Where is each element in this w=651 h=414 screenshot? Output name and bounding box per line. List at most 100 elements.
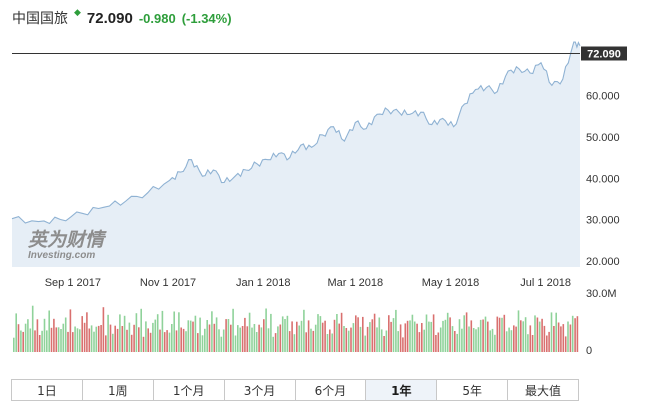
volume-bar: [489, 330, 491, 352]
volume-bar: [362, 316, 364, 352]
volume-bar: [185, 331, 187, 352]
volume-bar: [534, 315, 536, 352]
volume-bar: [145, 321, 147, 352]
volume-bar: [230, 324, 232, 352]
volume-bar: [355, 315, 357, 352]
volume-bar: [293, 334, 296, 352]
volume-bar: [510, 330, 513, 352]
volume-bar: [29, 328, 32, 352]
volume-bar: [189, 320, 192, 352]
date-x-axis: Sep 1 2017 Nov 1 2017 Jan 1 2018 Mar 1 2018…: [45, 277, 571, 289]
volume-bar: [508, 327, 510, 352]
volume-bar: [76, 328, 79, 352]
volume-bar: [22, 331, 24, 352]
volume-bar: [569, 324, 572, 352]
volume-bar: [331, 333, 333, 352]
volume-bar: [378, 317, 381, 352]
volume-bar: [491, 328, 494, 352]
volume-bar: [574, 318, 576, 352]
range-tab[interactable]: 1年: [366, 380, 438, 400]
volume-bar: [15, 313, 17, 352]
volume-bar: [369, 322, 371, 352]
volume-bar: [571, 315, 574, 352]
volume-bar: [272, 336, 274, 352]
volume-bar: [79, 329, 81, 352]
price-chart[interactable]: 英为财情 Investing.com 72.090 20.000 30.000 40…: [0, 0, 651, 378]
volume-bar: [305, 332, 307, 352]
volume-bar: [446, 312, 449, 352]
volume-bar: [461, 328, 463, 352]
volume-bar: [274, 333, 277, 352]
range-tab[interactable]: 最大值: [508, 380, 578, 400]
volume-bar: [399, 324, 402, 352]
volume-bar: [114, 325, 116, 352]
volume-bar: [538, 321, 541, 352]
volume-bar: [142, 336, 145, 352]
range-tab[interactable]: 6个月: [295, 380, 367, 400]
x-tick-label: Sep 1 2017: [45, 277, 101, 289]
volume-bar: [156, 314, 159, 352]
volume-bar: [430, 321, 432, 352]
volume-bar: [312, 330, 315, 352]
volume-bar: [319, 316, 322, 352]
volume-bar: [522, 321, 524, 352]
volume-bar: [395, 309, 397, 352]
volume-bar: [263, 319, 265, 352]
volume-bar: [97, 325, 100, 352]
volume-bar: [149, 332, 152, 352]
volume-bar: [503, 314, 506, 352]
volume-bar: [192, 321, 194, 352]
volume-bar: [321, 322, 324, 352]
volume-bar: [255, 332, 258, 352]
range-tab[interactable]: 1周: [82, 380, 154, 400]
volume-bar: [406, 320, 409, 352]
volume-bar: [496, 316, 499, 352]
range-tab[interactable]: 1个月: [153, 380, 225, 400]
volume-bar: [244, 317, 246, 352]
volume-bar: [81, 316, 83, 352]
volume-bar: [482, 319, 484, 352]
volume-bar: [270, 313, 272, 352]
volume-bar: [126, 329, 128, 352]
volume-bar: [444, 319, 447, 352]
volume-bar: [57, 327, 60, 352]
volume-bar: [67, 331, 69, 352]
volume-bar: [409, 320, 411, 352]
volume-bar: [385, 330, 388, 352]
volume-bar: [531, 335, 534, 352]
volume-bar: [121, 326, 124, 352]
volume-bar: [258, 324, 260, 352]
volume-bar: [548, 331, 550, 352]
volume-bar: [576, 316, 579, 352]
y-tick-label: 60.000: [586, 91, 620, 103]
volume-max-label: 30.0M: [586, 288, 617, 300]
volume-bar: [560, 326, 562, 352]
volume-bar: [527, 334, 529, 352]
volume-bar: [345, 328, 348, 352]
volume-bar: [206, 320, 208, 352]
volume-bar: [48, 310, 50, 352]
y-tick-label: 20.000: [586, 256, 620, 268]
volume-bar: [418, 332, 421, 352]
last-price: 72.090: [86, 9, 133, 27]
volume-bar: [411, 314, 414, 352]
volume-bar: [232, 308, 234, 352]
volume-bar: [472, 328, 475, 352]
volume-bar: [428, 321, 430, 352]
range-tab[interactable]: 1日: [12, 380, 83, 400]
range-tab[interactable]: 5年: [437, 380, 509, 400]
volume-bar: [392, 318, 395, 352]
x-tick-label: Jan 1 2018: [236, 277, 290, 289]
volume-bar: [102, 307, 105, 352]
price-change-percent: (-1.34%): [181, 10, 232, 26]
volume-bar: [468, 326, 470, 352]
volume-bar: [383, 336, 385, 352]
volume-bar: [437, 332, 440, 352]
volume-bar: [541, 318, 543, 352]
range-tab[interactable]: 3个月: [224, 380, 296, 400]
volume-bar: [119, 314, 121, 352]
y-tick-label: 50.000: [586, 132, 620, 144]
volume-bar: [215, 317, 218, 352]
volume-bar: [36, 319, 39, 352]
volume-bar: [402, 337, 404, 352]
